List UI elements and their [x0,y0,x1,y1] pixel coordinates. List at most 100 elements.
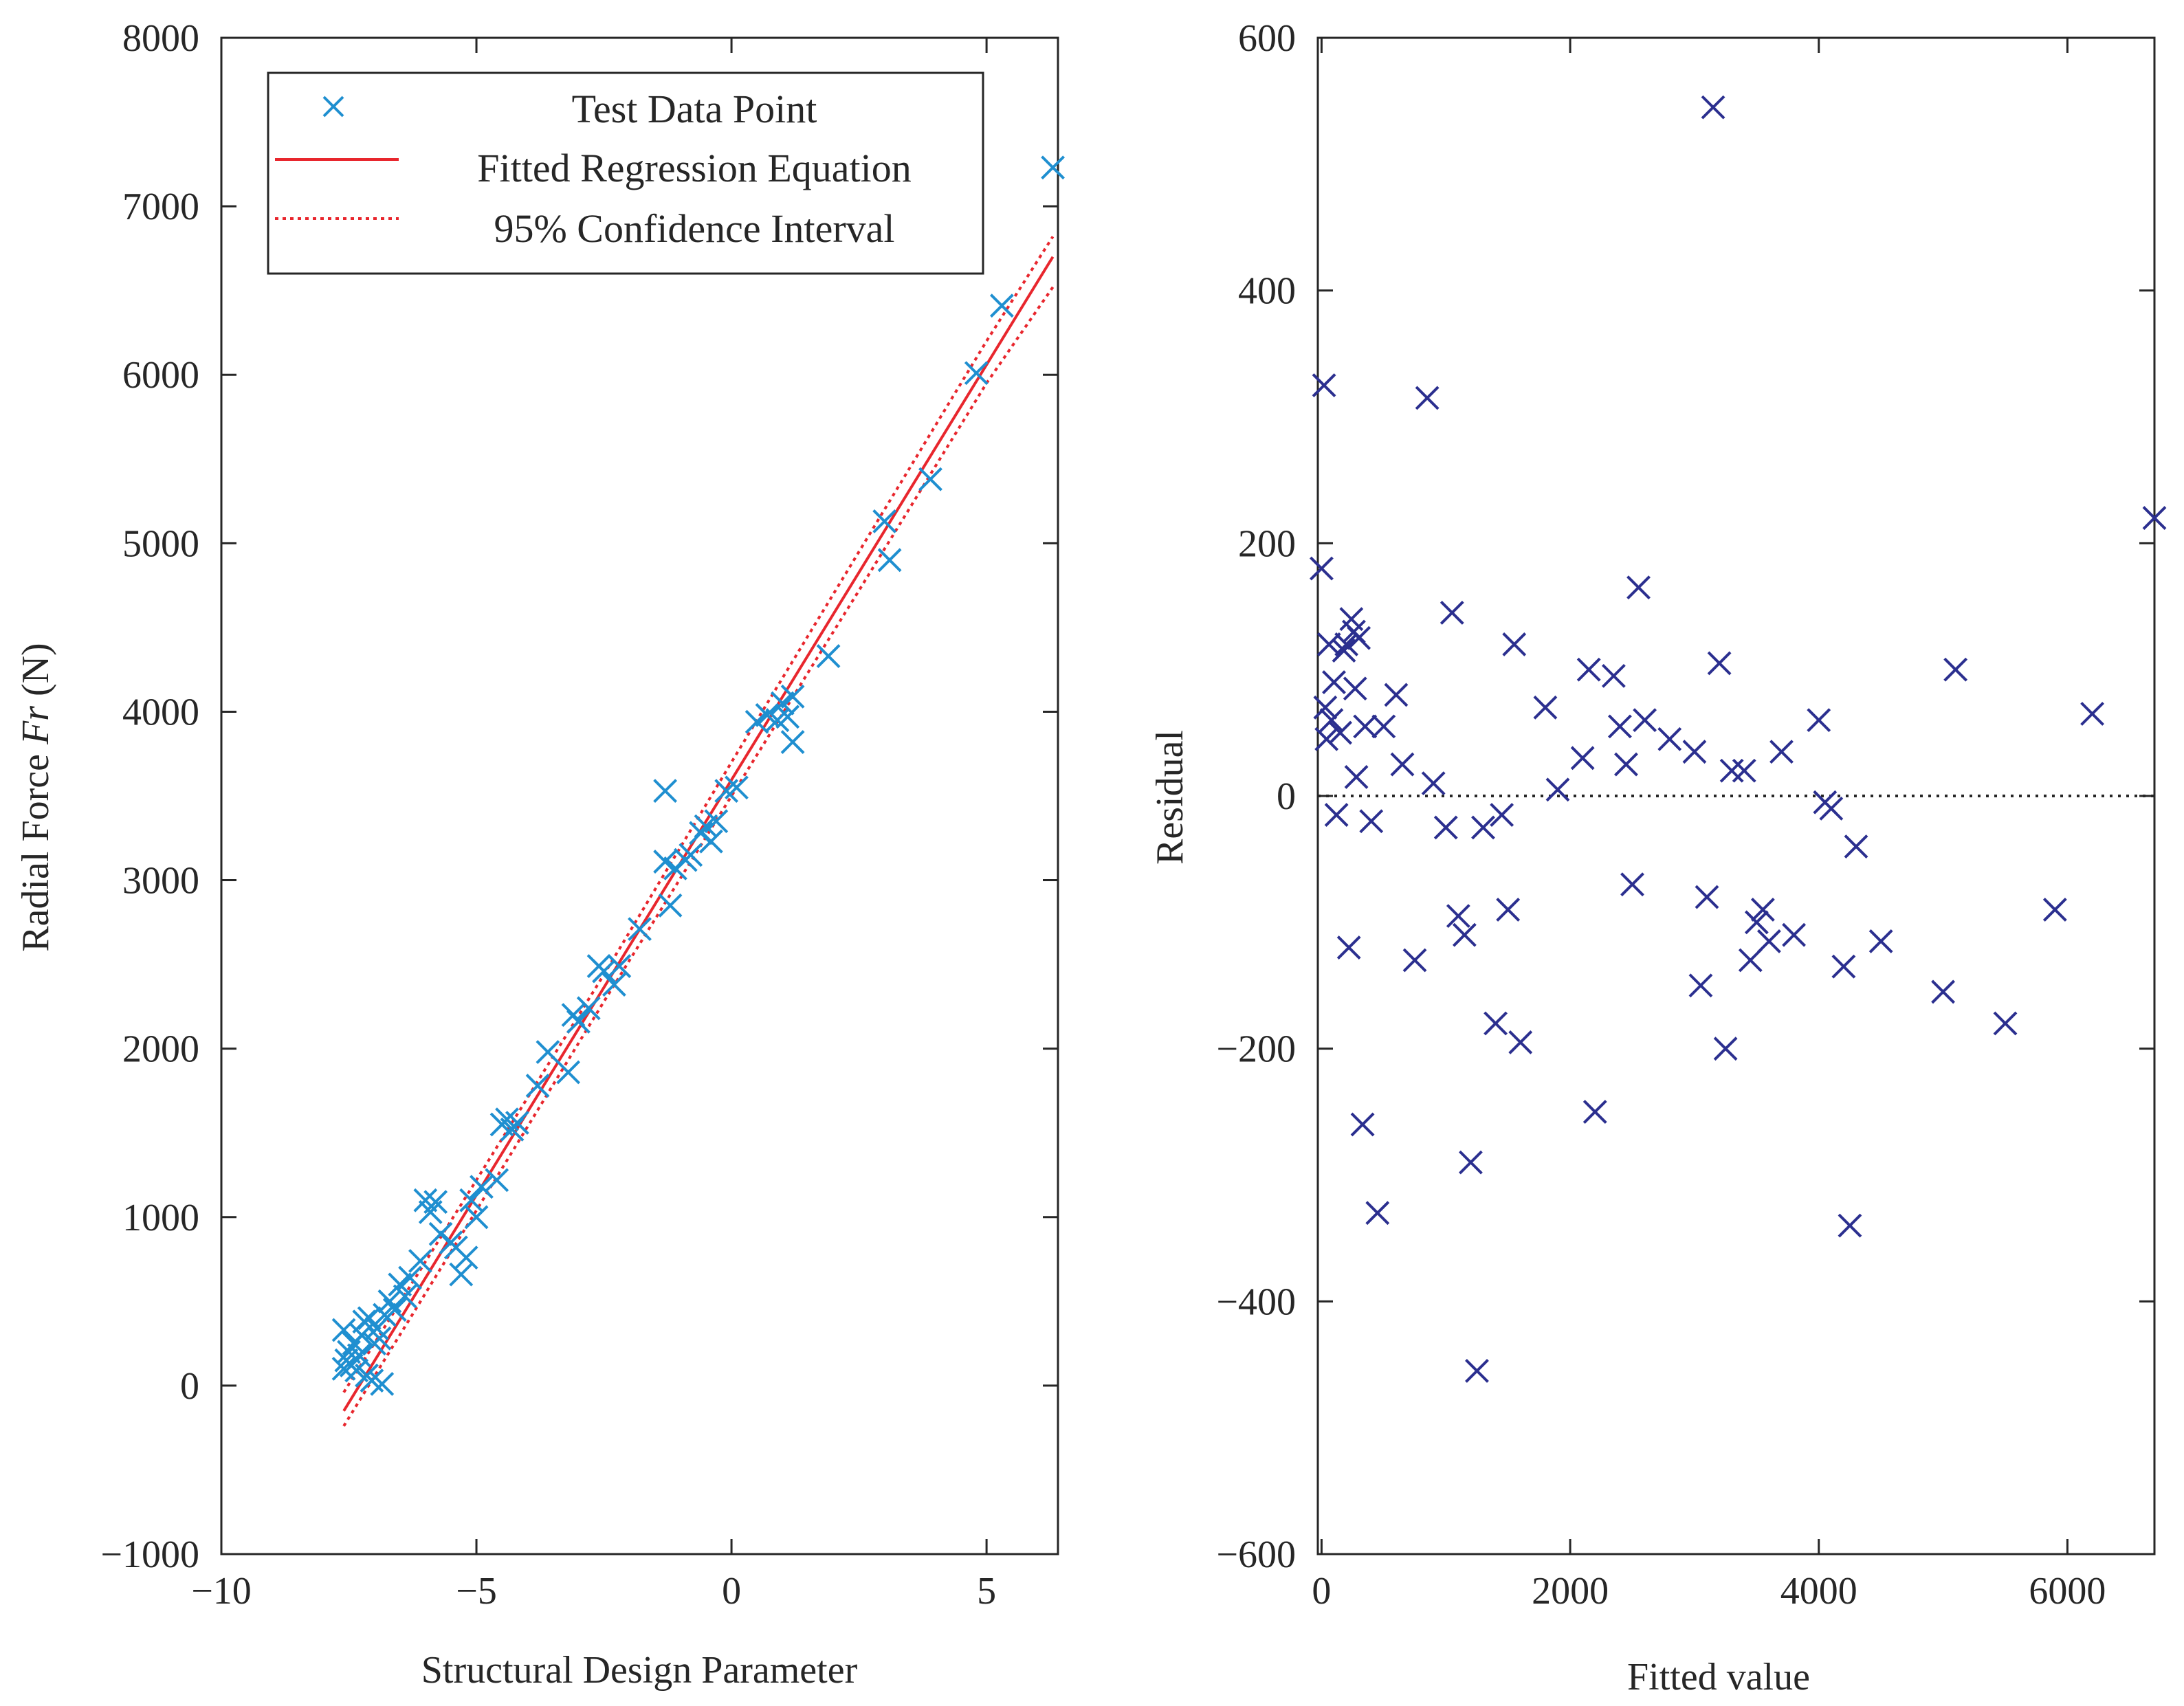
right-x-tick-label: 2000 [1532,1570,1609,1613]
residual-point [1314,727,1339,751]
right-y-tick-label: 400 [1238,270,1296,313]
test-data-point [382,1298,407,1322]
residual-point [1365,1201,1390,1226]
residual-point [1465,1359,1489,1383]
test-data-point [628,917,652,942]
right-y-tick-label: −400 [1216,1281,1296,1323]
test-data-point [602,973,626,997]
residual-point [1313,695,1338,720]
right-y-axis-label: Residual [1149,730,1191,865]
residual-point [1701,95,1725,120]
residual-point [1322,670,1346,694]
test-data-point [346,1343,371,1368]
residual-point [1328,720,1352,745]
residual-point [1446,904,1470,929]
left-y-tick-label: 3000 [122,860,199,902]
residual-point [1353,714,1378,739]
residual-point [1312,373,1336,397]
test-data-point [525,1074,550,1098]
residual-point [1415,386,1440,410]
residual-point [1713,1037,1738,1061]
test-data-point [398,1265,422,1290]
residual-point [1688,973,1713,998]
test-data-point [770,691,795,716]
residual-points [1310,95,2167,1383]
test-data-point [964,361,989,386]
residual-point [1831,954,1856,979]
residual-point [1576,657,1601,682]
left-y-tick-label: 8000 [122,17,199,60]
left-axes-frame [220,36,1059,1555]
residual-point [1608,714,1632,739]
left-y-tick-labels: −1000 0 1000 2000 3000 4000 5000 6000 7000 8000 [100,17,199,1576]
residual-point [2142,506,2167,530]
test-data-point [653,850,678,874]
test-data-point [536,1040,560,1064]
left-y-tick-label: −1000 [100,1533,199,1576]
ci-upper-line [342,236,1055,1393]
test-data-point [423,1190,448,1215]
test-data-point [576,996,601,1021]
residual-point [1738,948,1763,973]
left-y-tick-label: 1000 [122,1197,199,1239]
test-data-point [408,1249,432,1273]
residual-point [1732,758,1756,783]
residual-point [1943,657,1968,682]
test-data-point [505,1111,529,1135]
residual-point [1483,1011,1508,1036]
residual-point [1614,752,1638,777]
residual-point [1452,922,1477,947]
residual-point [1750,898,1775,922]
test-data-point [918,467,942,491]
right-y-tick-label: 600 [1238,17,1296,60]
right-y-tick-label: 200 [1238,522,1296,565]
legend-box [267,71,984,275]
test-data-point [780,684,805,709]
right-y-tick-labels: −600 −400 −200 0 200 400 600 [1216,17,1296,1576]
left-y-tick-label: 7000 [122,186,199,228]
residual-point [1316,632,1341,656]
residual-point [1421,771,1446,796]
test-data-point [653,779,678,804]
legend-entry-fit: Fitted Regression Equation [477,146,912,190]
residual-point [1440,601,1464,625]
left-y-tick-label: 2000 [122,1028,199,1071]
test-data-point [704,809,729,834]
residual-point [2042,898,2067,922]
test-data-point [370,1372,395,1396]
legend-entry-ci: 95% Confidence Interval [494,206,894,251]
test-data-point [566,1010,591,1034]
left-x-axis-label: Structural Design Parameter [421,1649,858,1692]
test-data-point [816,644,841,668]
residual-point [1371,714,1396,739]
residual-point [1490,803,1514,827]
test-data-points [331,155,1065,1396]
left-y-axis-label: Radial Force Fr (N) [14,643,57,951]
test-data-point [413,1188,438,1212]
residual-point [1359,809,1384,834]
test-data-point [989,293,1014,318]
residual-point [1626,575,1651,600]
right-y-tick-label: 0 [1277,775,1296,818]
residual-point [1807,708,1831,733]
test-data-point [449,1262,474,1287]
residual-point [1310,556,1334,581]
test-data-point [357,1306,382,1331]
residual-point [1707,651,1732,676]
test-data-point [698,829,723,854]
residual-point [1324,803,1349,827]
test-data-point [1041,155,1065,180]
residual-point [1332,639,1356,663]
residual-point [1347,625,1371,650]
residual-point [1545,777,1570,802]
test-data-point [877,548,902,573]
residual-point [1350,1112,1375,1137]
residual-point [2080,702,2104,726]
residual-point [1390,752,1415,777]
residual-point [1343,676,1367,701]
test-data-point [679,843,703,867]
left-y-tick-label: 6000 [122,354,199,397]
residual-point [1533,695,1558,720]
legend-marker-points [322,96,344,118]
